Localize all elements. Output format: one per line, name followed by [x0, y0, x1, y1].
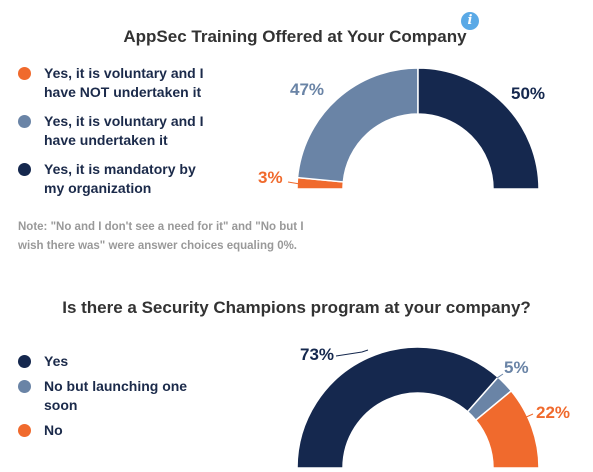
legend-item[interactable]: Yes, it is mandatory by my organization [18, 160, 223, 198]
info-icon[interactable]: i [461, 12, 479, 30]
legend-label-line: Yes, it is voluntary and I [44, 65, 204, 81]
legend-swatch [18, 380, 31, 393]
legend-label-line: have undertaken it [44, 132, 168, 148]
legend-label-line: Yes [44, 353, 69, 369]
legend-item[interactable]: Yes [18, 352, 208, 371]
legend-item[interactable]: No but launching one soon [18, 377, 208, 415]
legend-swatch [18, 424, 31, 437]
note-line: wish there was" were answer choices equa… [18, 240, 298, 252]
legend-security-champions: Yes No but launching one soon No [18, 352, 208, 446]
leader-line [496, 373, 504, 379]
data-label: 73% [300, 345, 334, 364]
donut-slice[interactable] [296, 346, 500, 469]
leader-line [335, 349, 369, 357]
legend-item[interactable]: Yes, it is voluntary and I have undertak… [18, 112, 223, 150]
donut-appsec-training: 3% 47% 50% [258, 67, 545, 190]
data-label: 50% [511, 84, 545, 103]
leader-line [287, 181, 301, 185]
donut-slice[interactable] [417, 67, 540, 190]
legend-label-line: Yes, it is voluntary and I [44, 113, 204, 129]
legend-swatch [18, 115, 31, 128]
chart-title-appsec-training: AppSec Training Offered at Your Company [123, 27, 467, 46]
donut-slice[interactable] [474, 389, 540, 469]
data-label: 47% [290, 80, 324, 99]
data-label: 3% [258, 168, 283, 187]
legend-label-line: my organization [44, 180, 152, 196]
leader-line [523, 413, 534, 419]
legend-item[interactable]: Yes, it is voluntary and I have NOT unde… [18, 64, 223, 102]
note-line: Note: "No and I don't see a need for it"… [18, 221, 304, 233]
chart-title-security-champions: Is there a Security Champions program at… [62, 298, 531, 317]
legend-label-line: Yes, it is mandatory by [44, 161, 196, 177]
legend-label-line: No but launching one [44, 378, 188, 394]
legend-label-line: have NOT undertaken it [44, 84, 202, 100]
legend-swatch [18, 355, 31, 368]
data-label: 22% [536, 403, 570, 422]
legend-appsec-training: Yes, it is voluntary and I have NOT unde… [18, 64, 223, 208]
legend-label-line: No [44, 422, 63, 438]
legend-label-line: soon [44, 397, 78, 413]
legend-swatch [18, 163, 31, 176]
chart-note: Note: "No and I don't see a need for it"… [18, 218, 338, 256]
data-label: 5% [504, 358, 529, 377]
donut-security-champions: 73% 5% 22% [296, 345, 570, 469]
legend-item[interactable]: No [18, 421, 208, 440]
legend-swatch [18, 67, 31, 80]
